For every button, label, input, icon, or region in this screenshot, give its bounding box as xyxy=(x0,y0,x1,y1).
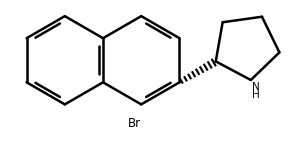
Text: N: N xyxy=(252,82,259,92)
Text: H: H xyxy=(252,90,259,100)
Text: Br: Br xyxy=(128,117,141,130)
